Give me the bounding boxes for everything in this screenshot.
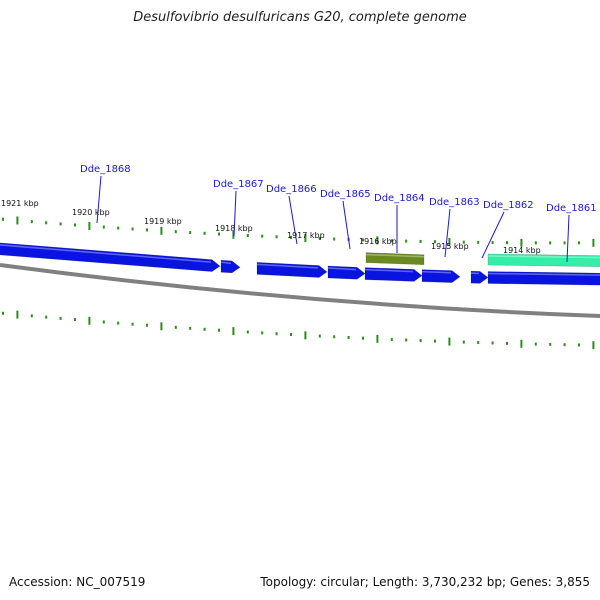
kbp-label: 1915 kbp bbox=[431, 242, 469, 251]
inner-tick-track bbox=[2, 310, 595, 350]
outer-tick-track bbox=[2, 216, 595, 247]
map-title: Desulfovibrio desulfuricans G20, complet… bbox=[133, 10, 467, 25]
gene-label-link[interactable]: Dde_1861 bbox=[546, 203, 597, 214]
gene-label-leader bbox=[342, 200, 351, 250]
gene-label-link[interactable]: Dde_1865 bbox=[320, 189, 371, 200]
kbp-label: 1914 kbp bbox=[503, 246, 541, 255]
feature-highlight bbox=[220, 261, 232, 265]
gene-label-link[interactable]: Dde_1863 bbox=[429, 197, 480, 208]
feature-highlight bbox=[256, 263, 319, 269]
gene-label-leader bbox=[96, 175, 102, 224]
gene-label-leader bbox=[233, 190, 237, 237]
feature-cds-2[interactable] bbox=[220, 259, 241, 274]
gene-label-leader bbox=[444, 208, 451, 258]
feature-highlight bbox=[487, 272, 600, 276]
kbp-label: 1920 kbp bbox=[72, 208, 110, 217]
feature-cds-8[interactable] bbox=[470, 270, 489, 284]
feature-rna-6[interactable] bbox=[365, 252, 425, 266]
gene-label-link[interactable]: Dde_1862 bbox=[483, 200, 534, 211]
gene-label-leader bbox=[566, 214, 570, 263]
accession-text: Accession: NC_007519 bbox=[9, 575, 146, 589]
feature-highlight bbox=[365, 253, 425, 258]
feature-highlight bbox=[421, 270, 452, 274]
genome-backbone bbox=[0, 263, 600, 318]
feature-cds-3[interactable] bbox=[256, 262, 328, 278]
feature-cds-7[interactable] bbox=[421, 269, 461, 283]
kbp-label: 1917 kbp bbox=[287, 231, 325, 240]
gene-label-link[interactable]: Dde_1868 bbox=[80, 164, 131, 175]
feature-highlight bbox=[487, 255, 600, 259]
gene-label-group: Dde_1868 Dde_1867 Dde_1866 Dde_1865 Dde_1864… bbox=[80, 164, 597, 263]
kbp-label: 1921 kbp bbox=[1, 199, 39, 208]
feature-track bbox=[0, 242, 600, 286]
feature-cds-4[interactable] bbox=[327, 265, 366, 280]
gene-label-link[interactable]: Dde_1866 bbox=[266, 184, 317, 195]
gene-label-link[interactable]: Dde_1867 bbox=[213, 179, 264, 190]
feature-other-10[interactable] bbox=[487, 253, 600, 267]
gene-label-leader bbox=[288, 195, 298, 245]
genome-summary: Topology: circular; Length: 3,730,232 bp… bbox=[260, 575, 590, 589]
feature-cds-9[interactable] bbox=[487, 271, 600, 286]
feature-cds-5[interactable] bbox=[364, 267, 423, 282]
gene-label-leader bbox=[481, 211, 505, 259]
gene-label-link[interactable]: Dde_1864 bbox=[374, 193, 425, 204]
kbp-label: 1916 kbp bbox=[359, 237, 397, 246]
feature-highlight bbox=[364, 268, 414, 273]
feature-highlight bbox=[327, 267, 357, 271]
feature-highlight bbox=[0, 244, 212, 263]
kbp-label: 1919 kbp bbox=[144, 217, 182, 226]
feature-cds-1[interactable] bbox=[0, 242, 221, 272]
